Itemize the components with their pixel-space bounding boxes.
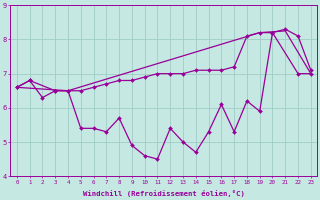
X-axis label: Windchill (Refroidissement éolien,°C): Windchill (Refroidissement éolien,°C) <box>83 190 245 197</box>
